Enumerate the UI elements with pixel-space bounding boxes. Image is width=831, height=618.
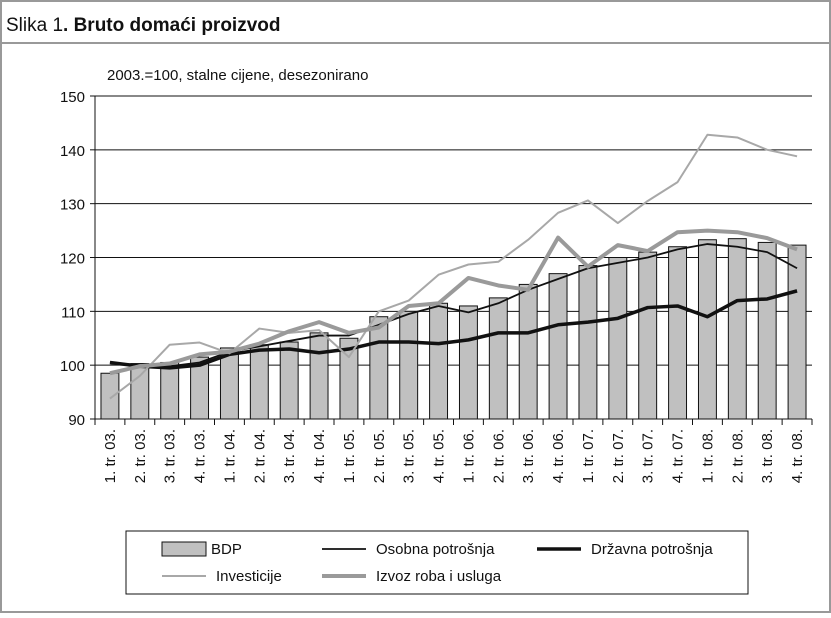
x-tick-label: 2. tr. 08. <box>729 429 746 483</box>
bar <box>608 257 628 420</box>
bar <box>668 246 688 420</box>
x-tick-label: 4. tr. 06. <box>550 429 567 483</box>
bar <box>727 238 747 420</box>
bar <box>518 283 538 420</box>
bar <box>787 244 807 420</box>
bar <box>160 361 180 420</box>
x-tick-label: 2. tr. 03. <box>132 429 149 483</box>
x-tick-label: 3. tr. 04. <box>281 429 298 483</box>
y-tick-label: 100 <box>60 358 85 375</box>
bar <box>219 347 239 420</box>
x-tick-label: 3. tr. 07. <box>640 429 657 483</box>
bar <box>548 273 568 420</box>
bar <box>697 239 717 420</box>
subtitle: 2003.=100, stalne cijene, desezonirano <box>107 67 368 84</box>
legend-label: Izvoz roba i usluga <box>376 568 502 585</box>
bar <box>249 344 269 420</box>
x-tick-label: 4. tr. 07. <box>670 429 687 483</box>
bar <box>578 265 598 420</box>
x-tick-label: 1. tr. 06. <box>460 429 477 483</box>
y-tick-label: 150 <box>60 89 85 106</box>
x-tick-label: 4. tr. 03. <box>192 429 209 483</box>
bar <box>429 302 449 420</box>
legend-label: Investicije <box>216 568 282 585</box>
y-tick-label: 110 <box>61 304 85 321</box>
x-tick-label: 3. tr. 06. <box>520 429 537 483</box>
x-tick-label: 4. tr. 05. <box>431 429 448 483</box>
y-tick-label: 90 <box>68 412 85 429</box>
legend-swatch <box>161 541 207 557</box>
x-tick-label: 3. tr. 03. <box>162 429 179 483</box>
x-tick-label: 1. tr. 04. <box>221 429 238 483</box>
x-tick-label: 2. tr. 07. <box>610 429 627 483</box>
line-series <box>109 289 798 370</box>
y-tick-label: 140 <box>60 143 85 160</box>
x-tick-label: 1. tr. 05. <box>341 429 358 483</box>
bar <box>279 341 299 420</box>
bar <box>488 297 508 420</box>
x-tick-label: 2. tr. 04. <box>251 429 268 483</box>
line-series <box>109 228 798 376</box>
bar <box>458 305 478 420</box>
x-tick-label: 2. tr. 05. <box>371 429 388 483</box>
bar <box>638 251 658 420</box>
bar <box>399 310 419 420</box>
figure-label: Slika 1 <box>6 15 63 36</box>
x-tick-label: 3. tr. 05. <box>401 429 418 483</box>
x-tick-label: 1. tr. 08. <box>699 429 716 483</box>
x-tick-label: 1. tr. 03. <box>102 429 119 483</box>
x-tick-label: 1. tr. 07. <box>580 429 597 483</box>
x-tick-label: 4. tr. 08. <box>789 429 806 483</box>
x-tick-label: 2. tr. 06. <box>490 429 507 483</box>
bar <box>369 316 389 420</box>
legend-label: Osobna potrošnja <box>376 541 495 558</box>
bar <box>757 241 777 420</box>
y-tick-label: 130 <box>60 197 85 214</box>
x-tick-label: 3. tr. 08. <box>759 429 776 483</box>
legend-label: Državna potrošnja <box>591 541 713 558</box>
y-tick-label: 120 <box>60 251 85 268</box>
x-tick-label: 4. tr. 04. <box>311 429 328 483</box>
bar <box>309 332 329 420</box>
legend-box <box>125 530 749 595</box>
bar <box>130 363 150 420</box>
title-text: . Bruto domaći proizvod <box>63 15 280 36</box>
bar <box>100 372 120 420</box>
chart-title: Slika 1. Bruto domaći proizvod <box>6 15 280 36</box>
legend-label: BDP <box>211 541 242 558</box>
